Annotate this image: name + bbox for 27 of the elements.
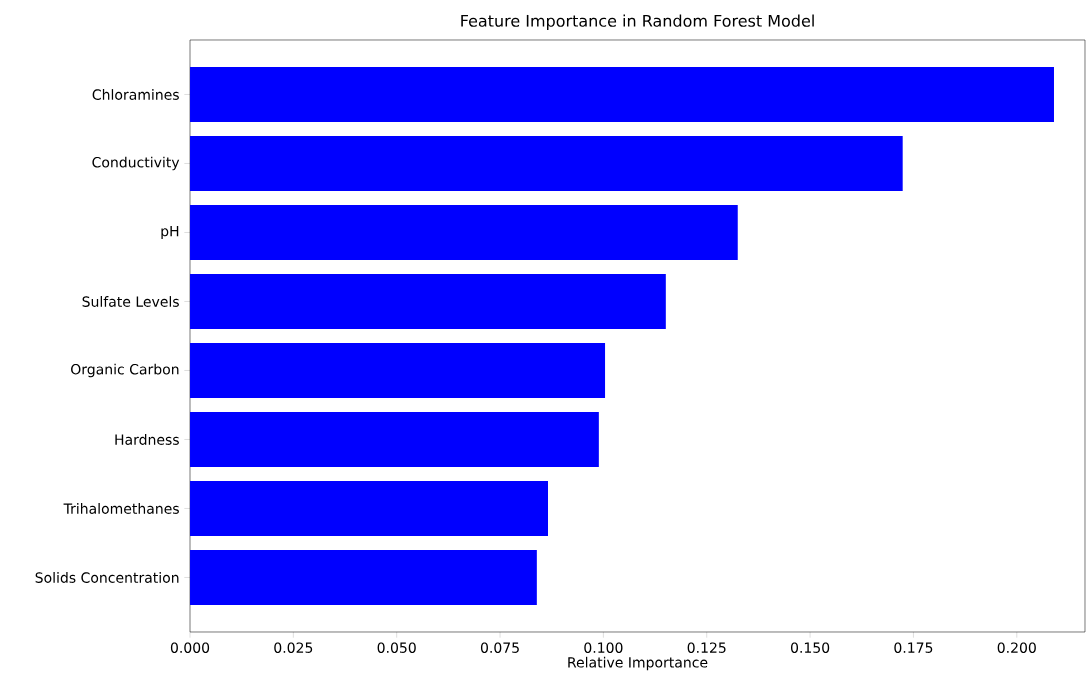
bar — [190, 273, 666, 330]
y-tick-label: Trihalomethanes — [63, 503, 179, 514]
x-tick-label: 0.050 — [377, 642, 416, 653]
y-tick-label: pH — [161, 225, 179, 240]
x-tick-label: 0.150 — [790, 642, 830, 653]
x-tick-label: 0.125 — [687, 642, 726, 653]
bar — [190, 204, 738, 261]
y-tick-label: Chloramines — [92, 89, 179, 100]
x-tick-label: 0.100 — [584, 642, 623, 653]
chart-title: Feature Importance in Random Forest Model — [461, 14, 814, 30]
y-tick-label: Solids Concentration — [35, 572, 179, 583]
bar — [190, 342, 606, 399]
y-tick-label: Organic Carbon — [71, 363, 179, 378]
x-tick-label: 0.000 — [170, 642, 210, 653]
x-tick-label: 0.025 — [274, 642, 313, 653]
x-axis-title: Relative Importance — [568, 656, 708, 671]
y-tick-label: Conductivity — [92, 156, 180, 171]
bar — [190, 480, 548, 537]
y-tick-label: Sulfate Levels — [82, 296, 179, 307]
bar — [190, 135, 903, 192]
y-tick-label: Hardness — [115, 434, 179, 445]
bar — [190, 66, 1054, 123]
bar — [190, 549, 537, 606]
x-tick-label: 0.175 — [894, 642, 933, 653]
x-tick-label: 0.075 — [480, 642, 519, 653]
x-tick-label: 0.200 — [997, 642, 1036, 653]
bar — [190, 411, 599, 468]
